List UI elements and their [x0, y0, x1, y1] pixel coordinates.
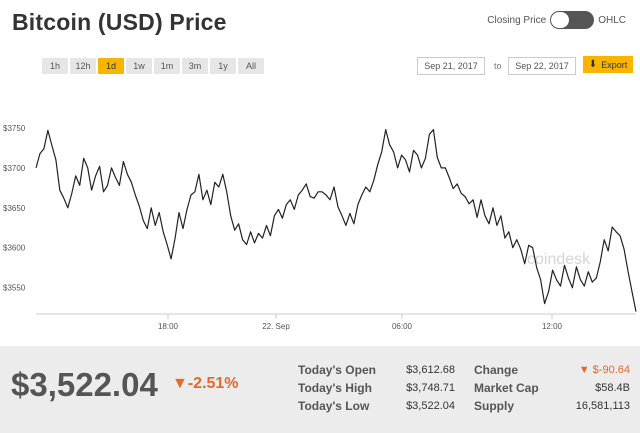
today-open-label: Today's Open: [298, 363, 376, 377]
export-label: Export: [601, 59, 628, 70]
range-button-1h[interactable]: 1h: [42, 58, 68, 74]
change-label: Change: [474, 363, 519, 377]
range-button-3m[interactable]: 3m: [182, 58, 208, 74]
range-button-1m[interactable]: 1m: [154, 58, 180, 74]
y-tick-label: $3750: [3, 124, 26, 133]
closing-ohlc-toggle[interactable]: Closing Price OHLC: [483, 10, 630, 30]
market-cap-value: $58.4B: [595, 382, 630, 394]
ohlc-label: OHLC: [598, 14, 626, 26]
range-button-1d[interactable]: 1d: [98, 58, 124, 74]
current-price: $3,522.04: [11, 366, 158, 403]
today-low-label: Today's Low: [298, 399, 370, 413]
y-tick-label: $3650: [3, 204, 26, 213]
y-tick-label: $3600: [3, 244, 26, 253]
export-button[interactable]: ⬇ Export: [583, 56, 633, 73]
watermark-logo: coindesk: [527, 251, 591, 268]
today-open-value: $3,612.68: [406, 364, 455, 376]
range-selector: 1h 12h 1d 1w 1m 3m 1y All: [42, 58, 266, 74]
download-icon: ⬇: [588, 59, 598, 70]
x-tick-label: 06:00: [392, 322, 413, 331]
x-tick-label: 22. Sep: [262, 322, 290, 331]
price-change-percent: ▼-2.51%: [172, 375, 239, 392]
today-high-label: Today's High: [298, 381, 372, 395]
market-cap-label: Market Cap: [474, 381, 539, 395]
today-high-value: $3,748.71: [406, 382, 455, 394]
supply-value: 16,581,113: [575, 400, 630, 412]
toggle-knob: [551, 12, 570, 28]
date-to-label: to: [494, 61, 502, 71]
x-tick-label: 18:00: [158, 322, 179, 331]
supply-label: Supply: [474, 399, 515, 413]
y-tick-label: $3550: [3, 284, 26, 293]
price-chart: $3550 $3600 $3650 $3700 $3750 18:00 22. Sep 06:…: [3, 124, 637, 331]
x-tick-label: 12:00: [542, 322, 563, 331]
y-tick-label: $3700: [3, 164, 26, 173]
range-button-all[interactable]: All: [238, 58, 264, 74]
closing-price-label: Closing Price: [487, 14, 547, 26]
price-series-line: [35, 129, 637, 312]
change-value: ▼ $-90.64: [578, 364, 630, 376]
date-to-input[interactable]: Sep 22, 2017: [508, 57, 576, 75]
date-from-input[interactable]: Sep 21, 2017: [417, 57, 485, 75]
summary-panel: $3,522.04 ▼-2.51% Today's Open $3,612.68…: [0, 346, 640, 433]
range-button-1y[interactable]: 1y: [210, 58, 236, 74]
range-button-12h[interactable]: 12h: [70, 58, 96, 74]
range-button-1w[interactable]: 1w: [126, 58, 152, 74]
today-low-value: $3,522.04: [406, 400, 455, 412]
toggle-switch[interactable]: [550, 11, 595, 29]
page-title: Bitcoin (USD) Price: [12, 9, 227, 35]
